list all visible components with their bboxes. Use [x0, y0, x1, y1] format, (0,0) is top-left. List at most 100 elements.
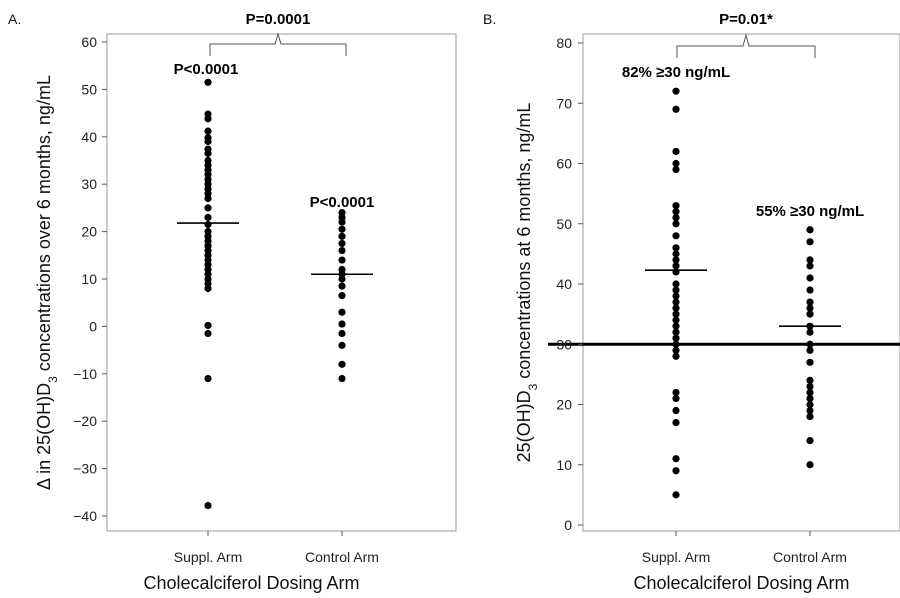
data-point: [204, 321, 212, 330]
panel-letter: A.: [8, 11, 21, 27]
bracket-label: P=0.0001: [246, 11, 311, 28]
data-point: [338, 232, 346, 240]
data-point: [806, 298, 814, 306]
data-point: [672, 147, 680, 156]
data-point: [672, 406, 680, 415]
data-point: [338, 360, 346, 368]
comparison-bracket: [676, 33, 816, 58]
data-point: [806, 328, 814, 336]
data-point: [806, 274, 814, 282]
y-tick-label: −40: [73, 508, 97, 524]
data-point: [806, 461, 814, 469]
data-point: [672, 244, 680, 252]
x-axis-title: Cholecalciferol Dosing Arm: [143, 573, 359, 593]
y-axis-title-part: Δ in 25(OH)D: [34, 383, 54, 490]
data-point: [806, 358, 814, 366]
comparison-bracket: [209, 32, 347, 56]
data-point: [204, 137, 212, 146]
data-point: [806, 256, 814, 264]
data-point: [672, 346, 680, 354]
data-point: [204, 127, 212, 135]
data-point: [672, 394, 680, 403]
y-tick-label: 10: [81, 271, 97, 287]
data-point: [338, 275, 346, 283]
data-point: [806, 340, 814, 348]
data-point: [806, 310, 814, 318]
data-point: [806, 376, 814, 384]
data-point: [204, 149, 212, 157]
y-tick-label: 20: [556, 397, 572, 413]
data-point: [806, 226, 814, 234]
data-point: [672, 467, 680, 475]
data-point: [672, 280, 680, 288]
data-point: [338, 291, 346, 300]
data-point: [672, 286, 680, 294]
data-point: [806, 286, 814, 294]
data-point: [672, 232, 680, 240]
data-point: [672, 298, 680, 306]
y-tick-label: 80: [556, 35, 572, 51]
data-point: [204, 194, 212, 203]
data-point: [806, 346, 814, 354]
y-tick-label: 60: [556, 156, 572, 172]
panel-b: B. 0 10 20 30 40 50 60 70 80 25(OH)D3 concentratio…: [483, 11, 900, 593]
data-point: [672, 220, 680, 228]
data-point: [338, 329, 346, 338]
data-point: [338, 218, 346, 226]
x-category-label: Suppl. Arm: [642, 549, 710, 565]
y-tick-label: −20: [73, 413, 97, 429]
y-tick-label: 50: [556, 216, 572, 232]
data-point: [672, 491, 680, 499]
data-point: [806, 238, 814, 246]
data-point: [204, 374, 212, 383]
y-tick-label: 60: [81, 34, 97, 50]
x-category-label: Control Arm: [773, 549, 847, 565]
data-point: [204, 284, 212, 293]
data-point: [672, 256, 680, 264]
data-point: [204, 220, 212, 229]
panel-a: A. −40 −30 −20 −10 0 10 20 30 40 50 60 Δ in 25(OH)D3…: [8, 11, 457, 593]
y-tick-label: 30: [556, 336, 572, 352]
data-point: [338, 282, 346, 290]
data-point: [806, 437, 814, 445]
y-tick-label: 40: [81, 129, 97, 145]
y-tick-label: 0: [89, 318, 97, 334]
data-point: [672, 418, 680, 427]
data-point: [672, 105, 680, 113]
data-point: [806, 394, 814, 403]
data-point: [672, 352, 680, 360]
y-axis-title: 25(OH)D3 concentrations at 6 months, ng/…: [514, 103, 540, 463]
bracket-label: P=0.01*: [719, 11, 773, 28]
data-point: [672, 250, 680, 258]
data-point: [672, 87, 680, 95]
data-point: [806, 400, 814, 409]
data-point: [204, 213, 212, 221]
data-point: [338, 239, 346, 248]
x-category-label: Control Arm: [305, 549, 379, 565]
data-point: [204, 78, 212, 86]
y-axis-title-subscript: 3: [526, 383, 540, 390]
data-point: [806, 412, 814, 421]
y-axis-title-part: concentrations at 6 months, ng/mL: [514, 103, 534, 384]
data-point: [672, 455, 680, 463]
data-point: [672, 304, 680, 312]
y-tick-label: 20: [81, 224, 97, 240]
data-point: [338, 256, 346, 264]
y-axis-title-part: concentrations over 6 months, ng/mL: [34, 75, 54, 376]
data-point: [338, 341, 346, 349]
y-axis-title-part: 25(OH)D: [514, 390, 534, 462]
data-point: [672, 159, 680, 168]
data-point: [672, 310, 680, 318]
y-tick-label: 0: [564, 517, 572, 533]
y-tick-label: −10: [73, 366, 97, 382]
annotation: 82% ≥30 ng/mL: [622, 64, 730, 81]
data-point: [806, 304, 814, 312]
data-point: [672, 328, 680, 336]
data-point: [338, 374, 346, 383]
y-tick-label: 70: [556, 95, 572, 111]
y-axis-title-subscript: 3: [46, 376, 60, 383]
data-point: [672, 208, 680, 216]
x-category-label: Suppl. Arm: [174, 549, 242, 565]
y-tick-label: 50: [81, 81, 97, 97]
